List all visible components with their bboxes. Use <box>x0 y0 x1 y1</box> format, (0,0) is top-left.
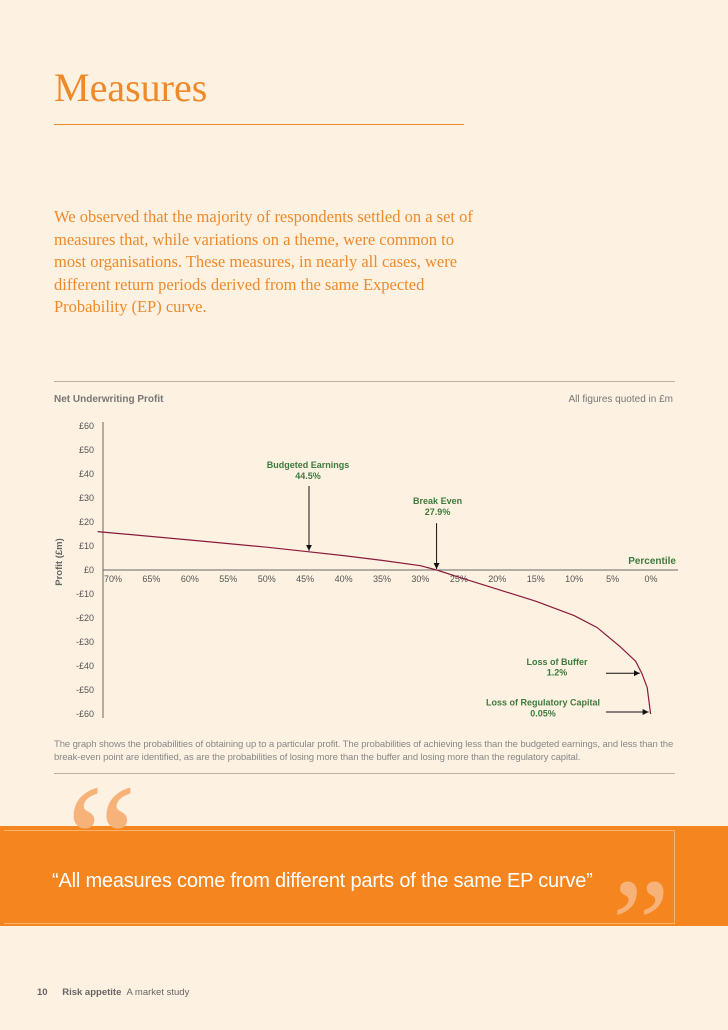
pull-quote: “All measures come from different parts … <box>52 870 593 892</box>
y-tick-label: -£30 <box>76 637 94 647</box>
annotation-regulatory-capital-label: Loss of Regulatory Capital <box>486 698 600 708</box>
x-tick-label: 45% <box>296 574 314 584</box>
y-tick-label: -£40 <box>76 661 94 671</box>
footer-title: Risk appetite <box>62 987 122 998</box>
x-tick-label: 50% <box>258 574 276 584</box>
x-tick-label: 10% <box>565 574 583 584</box>
page-footer: 10 Risk appetite A market study <box>37 987 189 998</box>
y-tick-label: -£20 <box>76 613 94 623</box>
y-tick-label: £50 <box>79 445 94 455</box>
close-quote-mark: ” <box>612 853 670 997</box>
annotation-break-even-label: Break Even <box>413 496 462 506</box>
x-tick-label: 20% <box>488 574 506 584</box>
x-tick-label: 70% <box>104 574 122 584</box>
page-title: Measures <box>54 65 208 110</box>
annotation-loss-of-buffer-label: Loss of Buffer <box>526 657 587 667</box>
y-tick-label: -£60 <box>76 709 94 719</box>
x-tick-label: 0% <box>644 574 657 584</box>
y-tick-label: £60 <box>79 421 94 431</box>
annotation-break-even-value: 27.9% <box>425 507 451 517</box>
chart-title: Net Underwriting Profit <box>54 394 164 405</box>
intro-paragraph: We observed that the majority of respond… <box>54 207 473 316</box>
x-axis-title: Percentile <box>628 556 676 567</box>
annotation-regulatory-capital-value: 0.05% <box>530 708 556 718</box>
x-tick-label: 25% <box>450 574 468 584</box>
x-tick-label: 15% <box>527 574 545 584</box>
open-quote-mark: “ <box>66 751 138 929</box>
x-tick-label: 40% <box>335 574 353 584</box>
y-tick-label: £10 <box>79 541 94 551</box>
ep-curve-chart: £60 £50 £40 £30 £20 £10 £0 -£10 -£20 -£30 -£40 -£50… <box>54 421 678 719</box>
x-tick-label: 55% <box>219 574 237 584</box>
y-tick-label: £30 <box>79 493 94 503</box>
x-tick-label: 65% <box>142 574 160 584</box>
y-tick-label: -£10 <box>76 589 94 599</box>
annotation-budgeted-earnings-label: Budgeted Earnings <box>267 460 350 470</box>
ep-curve-line <box>97 531 652 715</box>
annotation-loss-of-buffer-value: 1.2% <box>547 668 568 678</box>
y-tick-label: £0 <box>84 565 94 575</box>
y-tick-label: £40 <box>79 469 94 479</box>
chart-caption: The graph shows the probabilities of obt… <box>54 739 674 763</box>
footer-subtitle: A market study <box>126 987 190 998</box>
x-tick-label: 30% <box>411 574 429 584</box>
x-tick-label: 5% <box>606 574 619 584</box>
x-tick-label: 60% <box>181 574 199 584</box>
page-number: 10 <box>37 987 48 998</box>
y-axis-title: Profit (£m) <box>54 538 65 586</box>
title-divider <box>54 124 464 125</box>
quote-band-frame <box>4 830 675 924</box>
y-tick-label: -£50 <box>76 685 94 695</box>
y-tick-label: £20 <box>79 517 94 527</box>
quote-band <box>0 826 728 926</box>
x-tick-label: 35% <box>373 574 391 584</box>
chart-top-rule <box>54 381 675 382</box>
annotation-budgeted-earnings-value: 44.5% <box>295 471 321 481</box>
chart-bottom-rule <box>54 773 675 774</box>
chart-note: All figures quoted in £m <box>568 394 673 405</box>
